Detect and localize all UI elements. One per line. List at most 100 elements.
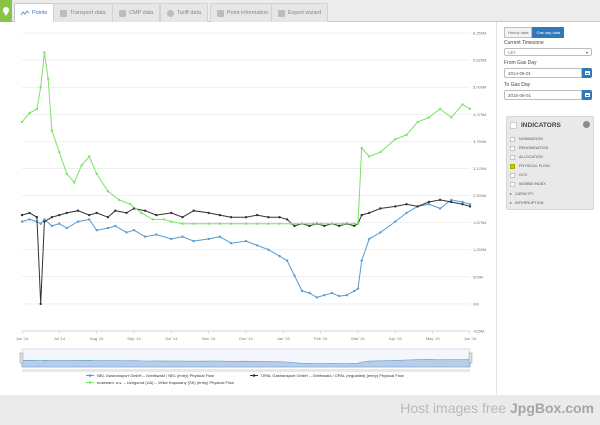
range-navigator xyxy=(19,348,473,372)
data-point xyxy=(416,120,419,124)
tab-points[interactable]: Points xyxy=(14,3,55,22)
data-point xyxy=(300,289,304,293)
x-tick-label: Aug '14 xyxy=(90,336,104,341)
data-point xyxy=(323,294,326,297)
checkbox[interactable] xyxy=(510,154,515,160)
data-point xyxy=(330,222,334,225)
data-point xyxy=(300,222,304,225)
calendar-icon xyxy=(584,71,590,75)
data-point xyxy=(394,220,397,223)
data-point xyxy=(368,237,371,241)
indicators-title: INDICATORS xyxy=(521,121,561,129)
data-point xyxy=(162,218,166,221)
checkbox[interactable] xyxy=(510,145,515,151)
data-point xyxy=(80,164,83,167)
data-point xyxy=(368,155,371,158)
indicator-wobbe-index[interactable]: WOBBE INDEX xyxy=(510,180,590,188)
y-tick-label: 6,250M xyxy=(473,31,486,36)
gas-day-data-button[interactable]: Gas day data xyxy=(532,27,565,38)
data-point xyxy=(461,103,464,106)
checkbox[interactable] xyxy=(510,172,515,178)
to-calendar-button[interactable] xyxy=(582,90,592,100)
tab-tariff-data[interactable]: Tariff data xyxy=(160,3,209,22)
data-point xyxy=(353,289,356,293)
info-icon xyxy=(217,9,224,17)
data-point xyxy=(341,222,345,225)
tab-label: Export wizard xyxy=(288,10,322,16)
data-point xyxy=(394,205,397,208)
data-point xyxy=(88,218,91,221)
data-point xyxy=(450,198,453,202)
hourly-data-button[interactable]: Hourly data xyxy=(504,27,533,38)
chevron-down-icon: ▾ xyxy=(585,50,588,55)
from-gas-day-label: From Gas Day xyxy=(504,60,537,66)
indicator-allocation[interactable]: ALLOCATION xyxy=(510,153,590,161)
data-point xyxy=(379,151,382,154)
data-point xyxy=(181,235,184,238)
timezone-select[interactable]: CET ▾ xyxy=(504,48,592,56)
indicator-nomination[interactable]: NOMINATION xyxy=(510,135,590,143)
data-point xyxy=(319,222,322,225)
settings-icon[interactable] xyxy=(583,121,590,128)
from-calendar-button[interactable] xyxy=(582,68,592,78)
data-point xyxy=(338,224,341,228)
data-point xyxy=(244,216,248,219)
data-point xyxy=(256,213,259,217)
data-point xyxy=(125,231,128,234)
legend-item-label: NEL Gastransport GmbH – Greifswald / NEL… xyxy=(97,373,214,378)
data-point xyxy=(170,211,173,215)
data-point xyxy=(170,220,173,223)
interruption-group[interactable]: INTERRUPTION xyxy=(510,199,590,207)
x-tick-label: Sep '14 xyxy=(127,336,141,341)
y-tick-label: 4,375M xyxy=(473,112,486,117)
legend-item-label: eustream, a.s. – Uzhgorod (UA) – Velke K… xyxy=(97,380,234,385)
indicator-renomination[interactable]: RENOMINATION xyxy=(510,144,590,152)
data-point xyxy=(106,190,110,193)
tab-export-wizard[interactable]: Export wizard xyxy=(271,3,329,22)
indicator-gcv[interactable]: GCV xyxy=(510,171,590,179)
data-point xyxy=(125,211,128,215)
legend-swatch-marker xyxy=(88,374,92,377)
data-point xyxy=(88,213,91,217)
chart-area-border xyxy=(0,22,497,395)
data-point xyxy=(256,222,259,225)
data-point xyxy=(65,211,69,215)
data-point xyxy=(416,205,419,208)
flow-chart[interactable]: -625M 0M 625M 1,250M 1,875M 2,500M 3,125M 3,750… xyxy=(0,23,500,395)
tab-label: Point information xyxy=(227,10,269,16)
caret-right-icon xyxy=(510,202,512,204)
data-point xyxy=(267,222,270,225)
data-point xyxy=(20,120,24,124)
checkbox[interactable] xyxy=(510,136,515,142)
tab-transport-data[interactable]: Transport data xyxy=(53,3,113,22)
x-tick-label: May '15 xyxy=(426,336,441,341)
cmp-icon xyxy=(119,9,126,17)
data-point xyxy=(229,222,233,225)
tab-cmp-data[interactable]: CMP data xyxy=(112,3,161,22)
tab-point-information[interactable]: Point information xyxy=(210,3,276,22)
data-point xyxy=(35,216,39,219)
data-point xyxy=(345,294,348,297)
data-point xyxy=(360,213,363,217)
indicators-select-all-checkbox[interactable] xyxy=(510,121,517,129)
data-point xyxy=(315,296,319,299)
group-label: CAPACITY xyxy=(515,192,534,196)
data-point xyxy=(323,224,326,228)
data-point xyxy=(132,229,136,232)
to-gas-day-input[interactable]: 2015-06-01 xyxy=(504,90,582,100)
data-point xyxy=(293,224,296,228)
data-point xyxy=(95,211,98,215)
data-point xyxy=(20,213,24,217)
data-point xyxy=(438,107,442,111)
data-point xyxy=(218,235,222,238)
tab-label: Points xyxy=(32,10,48,16)
checkbox-checked[interactable] xyxy=(510,163,515,169)
checkbox[interactable] xyxy=(510,181,515,187)
y-tick-label: 625M xyxy=(473,274,483,279)
data-point xyxy=(95,172,98,176)
data-point xyxy=(28,218,31,221)
data-point xyxy=(129,203,132,206)
indicator-physical-flow[interactable]: PHYSICAL FLOW xyxy=(510,162,590,170)
capacity-group[interactable]: CAPACITY xyxy=(510,190,590,198)
from-gas-day-input[interactable]: 2014-06-01 xyxy=(504,68,582,78)
